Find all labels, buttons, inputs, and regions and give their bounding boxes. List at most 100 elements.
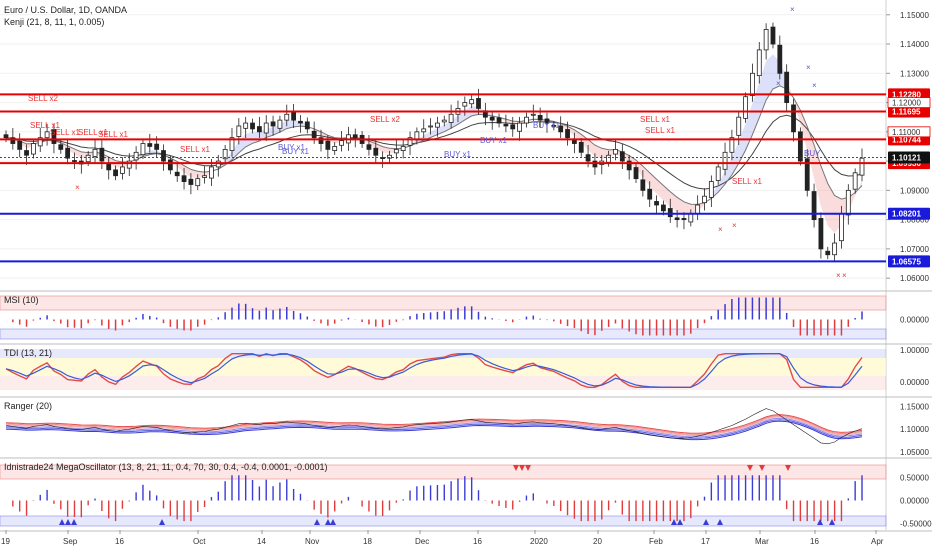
candle-body (318, 137, 324, 144)
current-price-label: 1.10121 (892, 154, 921, 163)
candle-body (195, 178, 201, 187)
extra-price-tag (887, 97, 931, 108)
time-tick-label: 2020 (530, 537, 548, 546)
osc-sell-arrow (785, 465, 791, 471)
trend-cloud-segment (800, 110, 808, 151)
candle-body (243, 122, 249, 129)
signal-label: BUY x1 (282, 147, 310, 156)
trend-cloud-segment (683, 201, 691, 216)
price-tick-label: 1.08000 (900, 216, 929, 225)
signal-marker: × (806, 63, 811, 72)
signal-label: BUY x1 (444, 150, 472, 159)
candle-body (619, 151, 625, 162)
candle-body (530, 113, 536, 116)
ranger-price-line (5, 408, 863, 445)
candle-body (421, 128, 427, 133)
trend-cloud-segment (594, 145, 602, 159)
candle-body (804, 158, 810, 191)
signal-label: BUY (804, 149, 821, 158)
candle-body (517, 122, 522, 132)
candle-body (161, 150, 166, 162)
candle-body (17, 140, 23, 150)
candle-body (852, 172, 858, 190)
tdi-panel-label: TDI (13, 21) (4, 348, 52, 358)
price-tick-label: 1.07000 (900, 245, 929, 254)
tdi-upper-zone (0, 349, 886, 358)
level-price-tag (888, 105, 930, 118)
trend-cloud-segment (286, 120, 294, 129)
osc-buy-arrow (677, 519, 683, 525)
candle-body (30, 143, 36, 155)
tdi-signal-line (5, 352, 863, 388)
candle-body (92, 148, 98, 157)
candle-body (832, 242, 838, 256)
osc-sell-arrow (513, 465, 519, 471)
trend-cloud-segment (211, 168, 219, 173)
level-price-label: 1.06575 (892, 257, 921, 266)
candle-body (777, 44, 783, 74)
candle-body (818, 218, 824, 250)
level-price-label: 1.11695 (892, 107, 921, 116)
level-price-label: 1.10744 (892, 135, 921, 144)
msi-axis-label: 0.00000 (900, 316, 929, 325)
candle-body (339, 140, 344, 146)
osc-buy-arrow (314, 519, 320, 525)
candle-body (503, 123, 509, 127)
candle-body (756, 49, 762, 77)
candle-body (270, 121, 276, 127)
signal-label: SELL x1 (78, 128, 108, 137)
trend-cloud-segment (663, 185, 671, 207)
osc-panel-label: Idnistrade24 MegaOscillator (13, 8, 21, … (4, 462, 328, 472)
trend-cloud-segment (225, 151, 232, 166)
candle-body (797, 131, 803, 162)
signal-marker: × (790, 5, 795, 14)
candle-body (37, 137, 43, 147)
candle-body (65, 147, 71, 159)
time-tick-label: Mar (755, 537, 769, 546)
candle-body (729, 137, 735, 153)
candle-body (154, 143, 160, 150)
osc-axis-label: 0.50000 (900, 474, 929, 483)
price-tick-label: 1.13000 (900, 69, 929, 78)
candle-body (133, 151, 139, 161)
trend-cloud-segment (629, 155, 637, 169)
trend-cloud-segment (738, 123, 746, 164)
candle-body (708, 181, 714, 198)
candle-body (496, 117, 502, 124)
level-price-label: 1.08201 (892, 210, 921, 219)
candle-body (839, 213, 844, 242)
tdi-axis-label-top: 1.00000 (900, 346, 929, 355)
candle-body (393, 148, 399, 154)
candle-body (448, 113, 454, 123)
osc-sell-arrow (759, 465, 765, 471)
trend-cloud-segment (725, 157, 732, 185)
osc-buy-arrow (671, 519, 677, 525)
candle-body (688, 213, 694, 223)
signal-label: SELL x2 (28, 94, 58, 103)
candle-body (859, 157, 865, 176)
trend-cloud-segment (820, 165, 828, 226)
candle-body (551, 124, 557, 127)
candle-body (784, 71, 790, 103)
candle-body (120, 166, 125, 174)
extra-price-tag (887, 126, 931, 138)
candle-body (825, 250, 831, 256)
osc-buy-arrow (703, 519, 709, 525)
candle-body (373, 147, 379, 156)
candle-body (332, 146, 338, 151)
candle-body (3, 134, 9, 139)
candle-body (10, 137, 16, 144)
osc-sell-arrow (525, 465, 531, 471)
level-price-tag (888, 255, 930, 268)
candle-body (489, 116, 495, 121)
signal-label: SELL x1 (732, 177, 762, 186)
trend-cloud-segment (814, 145, 821, 207)
time-tick-label: 16 (810, 537, 819, 546)
osc-buy-arrow (71, 519, 77, 525)
osc-lower-zone (0, 515, 887, 527)
ranger-axis-label: 1.15000 (900, 402, 929, 411)
candle-body (85, 154, 91, 163)
time-tick-label: 16 (473, 537, 482, 546)
